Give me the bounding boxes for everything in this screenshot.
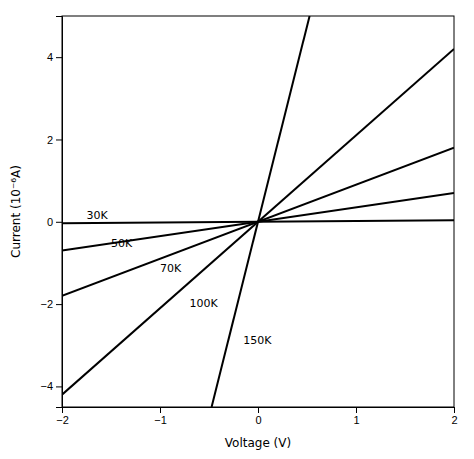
tick-label: −1 [154, 414, 167, 426]
plot-frame [62, 16, 454, 407]
x-axis-title: Voltage (V) [225, 436, 291, 450]
tick-label: 0 [255, 414, 261, 426]
plot: −2 −1 0 1 2 −4 −2 0 2 4 30K 50K 70K 100K 150K [40, 16, 457, 426]
tick-label: −4 [40, 380, 53, 392]
tick-mark [454, 407, 455, 413]
tick-label: 4 [47, 51, 53, 63]
series-line [212, 16, 310, 407]
tick: 2 [451, 407, 457, 426]
tick-mark [56, 304, 62, 305]
tick: 1 [353, 407, 359, 426]
annotation: 50K [111, 237, 133, 250]
tick: −1 [154, 407, 167, 426]
annotation: 70K [160, 262, 182, 275]
axis-line [63, 408, 455, 414]
annotations: 30K 50K 70K 100K 150K [87, 209, 273, 348]
tick: 2 [47, 133, 62, 145]
tick-mark [56, 139, 62, 140]
tick-mark [56, 57, 62, 58]
annotation: 100K [189, 297, 218, 310]
tick-mark [356, 407, 357, 413]
tick: −2 [40, 298, 62, 310]
tick: −4 [40, 380, 62, 392]
chart: −2 −1 0 1 2 −4 −2 0 2 4 30K 50K 70K 100K 150K Voltage (… [0, 0, 474, 459]
annotation: 150K [243, 334, 272, 347]
tick-label: 2 [451, 414, 457, 426]
tick-mark [56, 222, 62, 223]
tick-label: 0 [47, 216, 53, 228]
tick-label: −2 [40, 298, 53, 310]
y-axis: −4 −2 0 2 4 [40, 17, 62, 408]
tick: 0 [47, 216, 62, 228]
tick-label: −2 [56, 414, 69, 426]
annotation: 30K [87, 209, 109, 222]
tick-mark [56, 386, 62, 387]
tick: −2 [56, 407, 69, 426]
tick-label: 2 [47, 133, 53, 145]
tick: 4 [47, 51, 62, 63]
tick: 0 [255, 407, 261, 426]
lines [62, 16, 454, 407]
x-axis: −2 −1 0 1 2 [56, 407, 457, 426]
y-axis-title: Current (10⁻⁶A) [9, 165, 23, 258]
tick-mark [258, 407, 259, 413]
tick-mark [160, 407, 161, 413]
tick-label: 1 [353, 414, 359, 426]
